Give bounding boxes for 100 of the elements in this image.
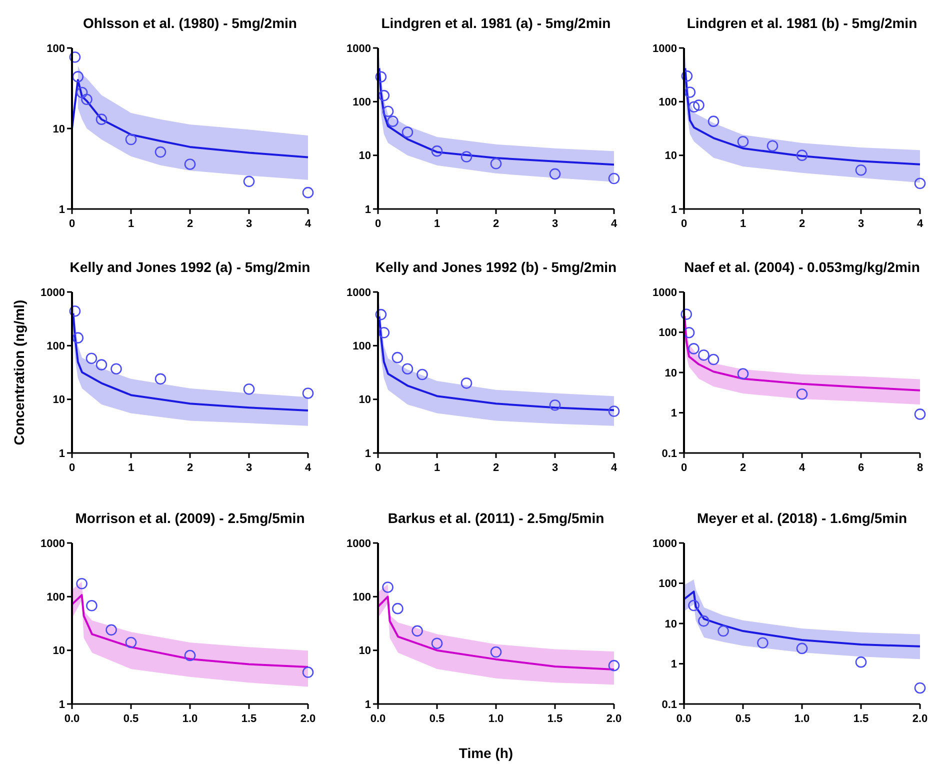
- y-tick-label: 1000: [40, 286, 65, 299]
- x-tick-label: 2: [186, 218, 194, 230]
- x-tick-label: 1.5: [547, 713, 563, 725]
- point: [378, 90, 390, 102]
- x-axis-title: Time (h): [458, 745, 514, 761]
- x-tick-label: 1: [128, 218, 134, 230]
- x-tick-label: 0: [374, 462, 382, 474]
- chart-title: Barkus et al. (2011) - 2.5mg/5min: [388, 510, 604, 526]
- y-tick-label: 1000: [652, 538, 677, 550]
- x-tick-label: 2: [492, 462, 500, 474]
- point: [375, 71, 387, 82]
- point: [76, 86, 88, 98]
- point: [378, 326, 390, 338]
- y-tick-label: 10: [664, 150, 677, 162]
- x-tick-label: 3: [246, 462, 252, 474]
- y-tick-label: 100: [352, 592, 371, 604]
- point: [302, 186, 314, 198]
- y-tick-label: 1: [364, 698, 371, 711]
- y-tick-label: 0.1: [662, 448, 677, 460]
- x-tick-label: 4: [610, 462, 618, 474]
- x-tick-label: 2: [740, 462, 746, 474]
- point: [737, 368, 749, 380]
- y-tick-label: 1: [364, 448, 371, 460]
- x-tick-label: 3: [858, 218, 864, 230]
- y-tick-label: 10: [52, 645, 65, 658]
- point: [86, 600, 98, 612]
- point: [914, 682, 926, 694]
- y-tick-label: 100: [352, 96, 371, 109]
- point: [243, 383, 255, 395]
- point: [69, 305, 81, 317]
- point: [796, 642, 808, 654]
- point: [69, 51, 81, 63]
- point: [382, 582, 394, 593]
- x-tick-label: 1: [434, 218, 440, 230]
- x-tick-label: 0.5: [429, 713, 445, 725]
- x-tick-label: 4: [916, 218, 924, 230]
- x-tick-label: 0: [68, 462, 76, 474]
- chart-title: Ohlsson et al. (1980) - 5mg/2min: [83, 15, 297, 31]
- point: [412, 625, 423, 637]
- point: [125, 636, 137, 648]
- x-tick-label: 1: [434, 462, 440, 474]
- y-tick-label: 1: [58, 204, 65, 216]
- point: [688, 101, 700, 113]
- chart-title: Kelly and Jones 1992 (a) - 5mg/2min: [70, 259, 310, 275]
- y-tick-label: 1: [670, 204, 677, 216]
- point: [416, 368, 428, 380]
- point: [392, 602, 404, 614]
- point: [387, 116, 398, 127]
- point: [86, 352, 98, 364]
- x-tick-label: 1.5: [853, 713, 869, 725]
- x-tick-label: 4: [304, 218, 312, 230]
- point: [302, 666, 314, 678]
- point: [431, 145, 443, 157]
- x-tick-label: 2.0: [300, 713, 316, 725]
- y-tick-label: 1000: [346, 286, 371, 299]
- x-tick-label: 1.0: [182, 713, 198, 725]
- point: [737, 136, 749, 148]
- chart-title: Naef et al. (2004) - 0.053mg/kg/2min: [684, 259, 920, 275]
- point: [154, 146, 166, 158]
- point: [681, 70, 693, 82]
- y-tick-label: 0.1: [662, 698, 677, 711]
- point: [154, 373, 166, 385]
- y-axis-title: Concentration (ng/ml): [11, 300, 27, 446]
- line-series: [684, 67, 921, 166]
- x-tick-label: 2.0: [912, 713, 928, 725]
- x-tick-label: 2: [798, 218, 806, 230]
- y-tick-label: 1000: [346, 538, 371, 550]
- x-tick-label: 0: [68, 218, 76, 230]
- y-tick-label: 100: [46, 340, 65, 353]
- y-tick-label: 1000: [346, 42, 371, 55]
- x-tick-label: 2: [492, 218, 500, 230]
- point: [382, 106, 394, 117]
- chart-title: Lindgren et al. 1981 (a) - 5mg/2min: [381, 15, 611, 31]
- point: [796, 388, 808, 400]
- point: [125, 134, 137, 146]
- x-tick-label: 4: [798, 462, 806, 474]
- point: [708, 354, 720, 366]
- point: [708, 116, 720, 127]
- y-tick-label: 1: [670, 408, 677, 420]
- point: [680, 308, 692, 320]
- point: [72, 71, 84, 82]
- line-series: [683, 590, 921, 648]
- y-tick-label: 1: [58, 698, 65, 711]
- point: [96, 359, 108, 370]
- point: [184, 650, 196, 662]
- point: [375, 308, 387, 320]
- y-tick-label: 100: [658, 578, 677, 590]
- x-tick-label: 1: [128, 462, 134, 474]
- point: [718, 625, 729, 637]
- y-tick-label: 100: [658, 96, 677, 109]
- point: [608, 172, 620, 184]
- chart-title: Meyer et al. (2018) - 1.6mg/5min: [696, 510, 908, 526]
- point: [96, 114, 108, 125]
- x-tick-label: 0.0: [370, 713, 386, 725]
- point: [693, 100, 704, 111]
- y-tick-label: 10: [664, 618, 677, 630]
- point: [698, 349, 710, 361]
- point: [684, 86, 696, 98]
- point: [757, 637, 768, 649]
- y-tick-label: 1: [670, 658, 677, 671]
